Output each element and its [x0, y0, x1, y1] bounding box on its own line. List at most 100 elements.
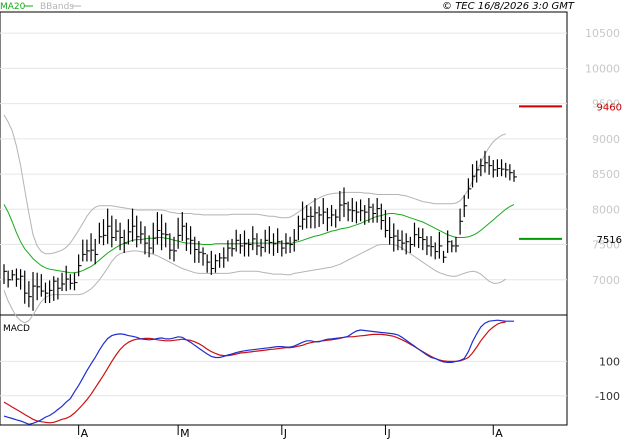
ohlc-bar — [3, 264, 7, 284]
ohlc-bar — [289, 236, 294, 253]
ohlc-bar — [94, 238, 99, 265]
ohlc-bar — [69, 274, 74, 290]
ohlc-bar — [389, 217, 393, 245]
ohlc-bar — [264, 229, 269, 253]
macd-line — [3, 319, 514, 425]
x-tick-label: A — [495, 427, 503, 440]
ohlc-bar — [24, 270, 28, 304]
ohlc-bar — [347, 201, 352, 222]
price-tick-label: 10000 — [585, 62, 620, 75]
ohlc-bar — [32, 272, 37, 311]
ohlc-bar — [401, 230, 406, 251]
ohlc-bar — [61, 272, 66, 292]
ohlc-bar — [102, 219, 107, 246]
ohlc-bar — [430, 236, 435, 257]
ohlc-bar — [144, 226, 148, 255]
ohlc-bar — [44, 282, 49, 304]
ohlc-bar — [285, 233, 289, 254]
x-tick-label: M — [180, 427, 190, 440]
ohlc-bar — [260, 238, 265, 257]
price-tick-label: 7000 — [592, 274, 620, 287]
ohlc-bar — [397, 229, 401, 251]
ohlc-bar — [19, 269, 24, 290]
ohlc-bar — [301, 201, 306, 230]
ohlc-bar — [119, 222, 124, 251]
ohlc-bar — [36, 272, 41, 301]
macd-label: MACD — [3, 324, 30, 334]
ohlc-bar — [376, 198, 381, 223]
price-tick-label: 7500 — [592, 239, 620, 252]
ohlc-bar — [136, 215, 140, 248]
ohlc-bar — [314, 198, 318, 229]
bband-lower-line — [3, 244, 506, 324]
ohlc-bar — [426, 236, 430, 256]
ohlc-bar — [28, 281, 32, 308]
ohlc-bar — [115, 219, 119, 242]
ohlc-bar — [181, 212, 186, 242]
price-tick-label: 10500 — [585, 27, 620, 40]
price-tick-label: 9500 — [592, 98, 620, 111]
price-tick-label: 8500 — [592, 168, 620, 181]
ohlc-bar — [359, 199, 364, 222]
ohlc-bar — [11, 269, 16, 281]
ohlc-bar — [438, 231, 443, 259]
ohlc-bar — [455, 236, 459, 253]
ohlc-bar — [73, 272, 78, 291]
ohlc-bar — [335, 209, 339, 228]
ohlc-bar — [409, 236, 414, 253]
ohlc-bar — [82, 239, 86, 262]
ohlc-bar — [355, 201, 360, 224]
ohlc-bar — [223, 247, 227, 268]
ohlc-bar — [467, 178, 472, 199]
ohlc-bar — [488, 155, 493, 175]
x-tick-label: J — [386, 427, 390, 440]
ohlc-bar — [268, 226, 273, 254]
ma20-line — [3, 203, 515, 274]
ohlc-bar — [368, 198, 372, 223]
bband-upper-line — [3, 114, 506, 255]
ohlc-bar — [413, 222, 418, 247]
ohlc-bar — [206, 254, 211, 273]
ohlc-bar — [78, 254, 82, 277]
ma20-layer — [3, 203, 515, 274]
ohlc-bar — [509, 164, 513, 181]
ohlc-bar — [252, 226, 256, 251]
ohlc-bar — [90, 233, 95, 262]
ohlc-bar — [131, 208, 136, 242]
ohlc-bar — [393, 223, 397, 252]
ohlc-bar — [277, 228, 281, 253]
ohlc-bar — [310, 206, 314, 229]
ohlc-bar — [169, 233, 173, 260]
ohlc-bar — [500, 159, 505, 177]
ohlc-bar — [459, 208, 464, 235]
ohlc-bar — [447, 230, 451, 253]
ohlc-bar — [297, 215, 302, 241]
ohlc-bar — [231, 238, 236, 257]
ohlc-bar — [98, 222, 103, 244]
macd-gridlines — [0, 360, 567, 397]
ohlc-bar — [86, 239, 90, 262]
ohlc-bar — [380, 203, 385, 230]
level-lines: 9460 7516 — [519, 102, 622, 246]
ohlc-bar — [372, 203, 377, 223]
ohlc-bar — [107, 208, 111, 244]
ohlc-bar — [318, 206, 323, 227]
macd-tick-label: 100 — [599, 355, 620, 368]
ohlc-bar — [330, 205, 335, 227]
ohlc-bar — [513, 169, 517, 182]
ohlc-bar — [306, 205, 310, 229]
ohlc-bar — [476, 160, 480, 183]
macd-tick-label: -100 — [595, 390, 620, 403]
ohlc-bar — [256, 233, 260, 256]
x-tick-label: A — [81, 427, 89, 440]
ohlc-bar — [492, 159, 497, 178]
ohlc-bar — [351, 198, 356, 222]
ohlc-bar — [405, 233, 410, 255]
x-tick-label: J — [283, 427, 287, 440]
ohlc-bar — [239, 233, 244, 254]
ohlc-bar — [281, 240, 285, 257]
ohlc-bar — [496, 159, 501, 177]
ohlc-bar — [434, 242, 439, 260]
